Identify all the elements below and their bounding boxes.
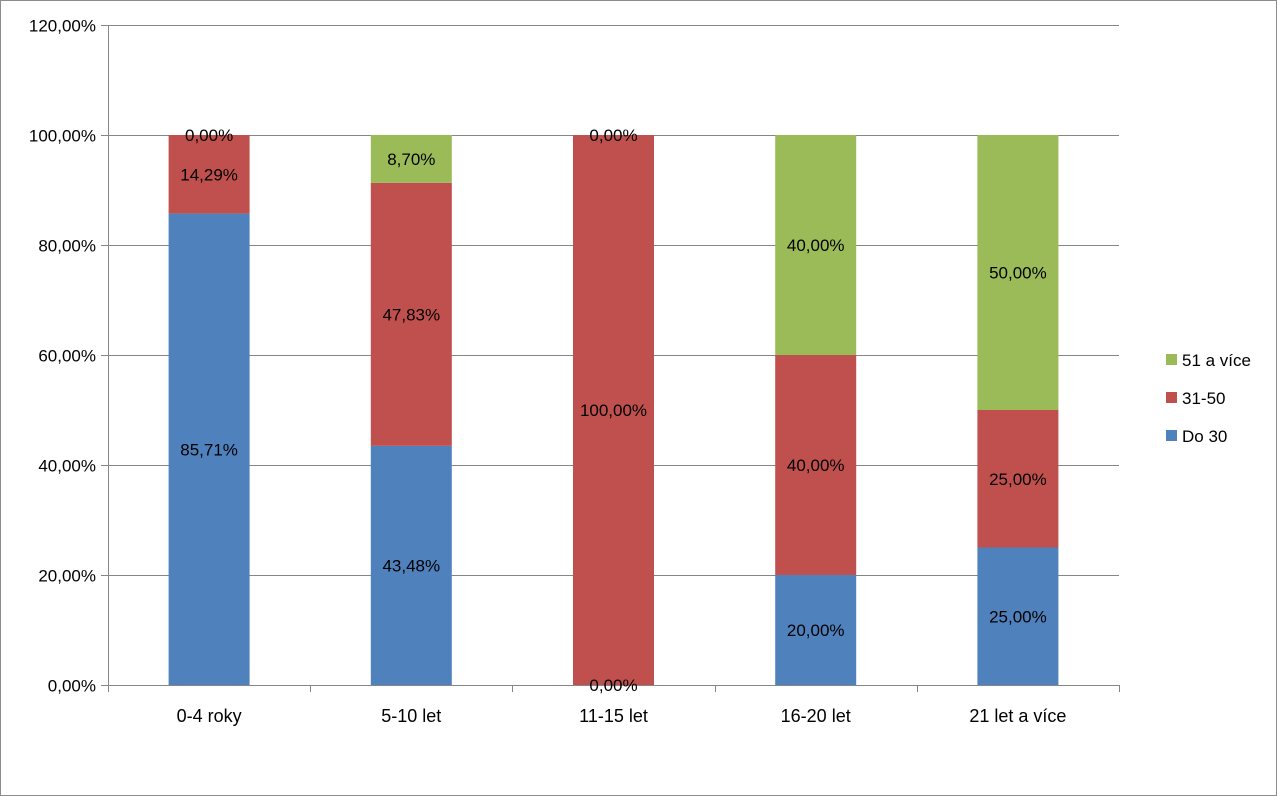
x-tick-label: 16-20 let: [781, 706, 851, 726]
data-labels: 85,71% 14,29% 0,00% 43,48% 47,83% 8,70% 0,00% 1…: [180, 126, 1046, 695]
x-tick-label: 0-4 roky: [177, 706, 242, 726]
bar-segment: [775, 355, 857, 575]
bar-segment: [775, 135, 857, 355]
legend-label: 31-50: [1182, 389, 1225, 408]
y-tick-label: 80,00%: [38, 237, 96, 256]
y-tick-label: 60,00%: [38, 347, 96, 366]
bars: [168, 134, 1059, 685]
x-tick-label: 11-15 let: [579, 706, 648, 726]
legend-swatch: [1166, 430, 1177, 441]
x-tick-label: 21 let a více: [969, 706, 1066, 726]
y-tick-label: 0,00%: [48, 677, 96, 696]
bar-segment: [775, 575, 857, 685]
legend-label: Do 30: [1182, 427, 1227, 446]
data-label: 0,00%: [589, 676, 637, 695]
data-label: 85,71%: [180, 440, 238, 459]
bar-segment: [168, 213, 250, 685]
data-label: 43,48%: [382, 556, 440, 575]
y-tick-label: 120,00%: [29, 17, 96, 36]
data-label: 0,00%: [185, 126, 233, 145]
data-label: 40,00%: [787, 456, 845, 475]
data-label: 40,00%: [787, 236, 845, 255]
bar-segment: [573, 135, 654, 685]
axes: 0,00% 20,00% 40,00% 60,00% 80,00% 100,00% 120,…: [29, 17, 1120, 726]
data-label: 25,00%: [989, 470, 1047, 489]
data-label: 50,00%: [989, 264, 1047, 283]
bar-segment: [977, 410, 1059, 548]
data-label: 47,83%: [382, 305, 440, 324]
y-tick-label: 100,00%: [29, 127, 96, 146]
data-label: 20,00%: [787, 621, 845, 640]
bar-segment: [977, 547, 1059, 685]
x-tick-label: 5-10 let: [381, 706, 441, 726]
bar-segment: [977, 135, 1059, 410]
legend-swatch: [1166, 354, 1177, 365]
data-label: 14,29%: [180, 165, 238, 184]
data-label: 25,00%: [989, 607, 1047, 626]
bar-segment: [370, 445, 452, 685]
legend-swatch: [1166, 392, 1177, 403]
legend-label: 51 a více: [1182, 351, 1251, 370]
data-label: 0,00%: [589, 126, 637, 145]
legend: 51 a více 31-50 Do 30: [1166, 351, 1251, 446]
bar-segment: [370, 134, 452, 183]
y-tick-label: 20,00%: [38, 567, 96, 586]
data-label: 8,70%: [387, 150, 435, 169]
y-tick-label: 40,00%: [38, 457, 96, 476]
data-label: 100,00%: [580, 401, 647, 420]
bar-segment: [370, 182, 452, 446]
bar-segment: [168, 135, 250, 214]
